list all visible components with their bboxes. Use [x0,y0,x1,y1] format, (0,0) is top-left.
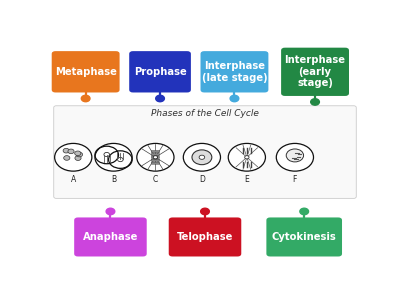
Circle shape [245,156,249,159]
Circle shape [276,143,314,171]
Circle shape [76,152,82,157]
Text: C: C [153,175,158,184]
Circle shape [311,99,319,105]
Circle shape [55,143,92,171]
Circle shape [63,148,69,153]
Text: Anaphase: Anaphase [83,232,138,242]
Circle shape [300,208,308,215]
Circle shape [199,155,205,159]
Text: E: E [244,175,249,184]
Circle shape [183,143,220,171]
Circle shape [106,208,115,215]
Text: B: B [111,175,116,184]
FancyBboxPatch shape [151,151,160,153]
Circle shape [64,156,70,160]
Text: Prophase: Prophase [134,67,186,77]
Circle shape [95,143,132,171]
Text: Metaphase: Metaphase [55,67,116,77]
FancyBboxPatch shape [52,51,120,92]
FancyBboxPatch shape [74,218,147,256]
Text: Cytokinesis: Cytokinesis [272,232,336,242]
FancyBboxPatch shape [54,106,356,198]
Circle shape [156,95,164,102]
FancyBboxPatch shape [151,156,160,158]
FancyBboxPatch shape [266,218,342,256]
Circle shape [81,95,90,102]
Circle shape [286,149,304,162]
FancyBboxPatch shape [129,51,191,92]
Circle shape [68,149,74,154]
Circle shape [230,95,239,102]
Circle shape [153,156,158,159]
FancyBboxPatch shape [200,51,268,92]
Text: D: D [199,175,205,184]
Text: Interphase
(early
stage): Interphase (early stage) [284,55,346,88]
FancyBboxPatch shape [151,159,160,161]
Circle shape [201,208,209,215]
Text: Interphase
(late stage): Interphase (late stage) [202,61,267,82]
Text: A: A [71,175,76,184]
Circle shape [192,150,212,165]
Circle shape [75,151,81,156]
Text: F: F [293,175,297,184]
FancyBboxPatch shape [151,154,160,155]
Circle shape [75,156,81,161]
FancyBboxPatch shape [169,218,241,256]
FancyBboxPatch shape [151,162,160,164]
Circle shape [137,143,174,171]
Circle shape [228,143,266,171]
Text: Telophase: Telophase [177,232,233,242]
FancyBboxPatch shape [281,48,349,96]
Text: Phases of the Cell Cycle: Phases of the Cell Cycle [151,109,259,118]
